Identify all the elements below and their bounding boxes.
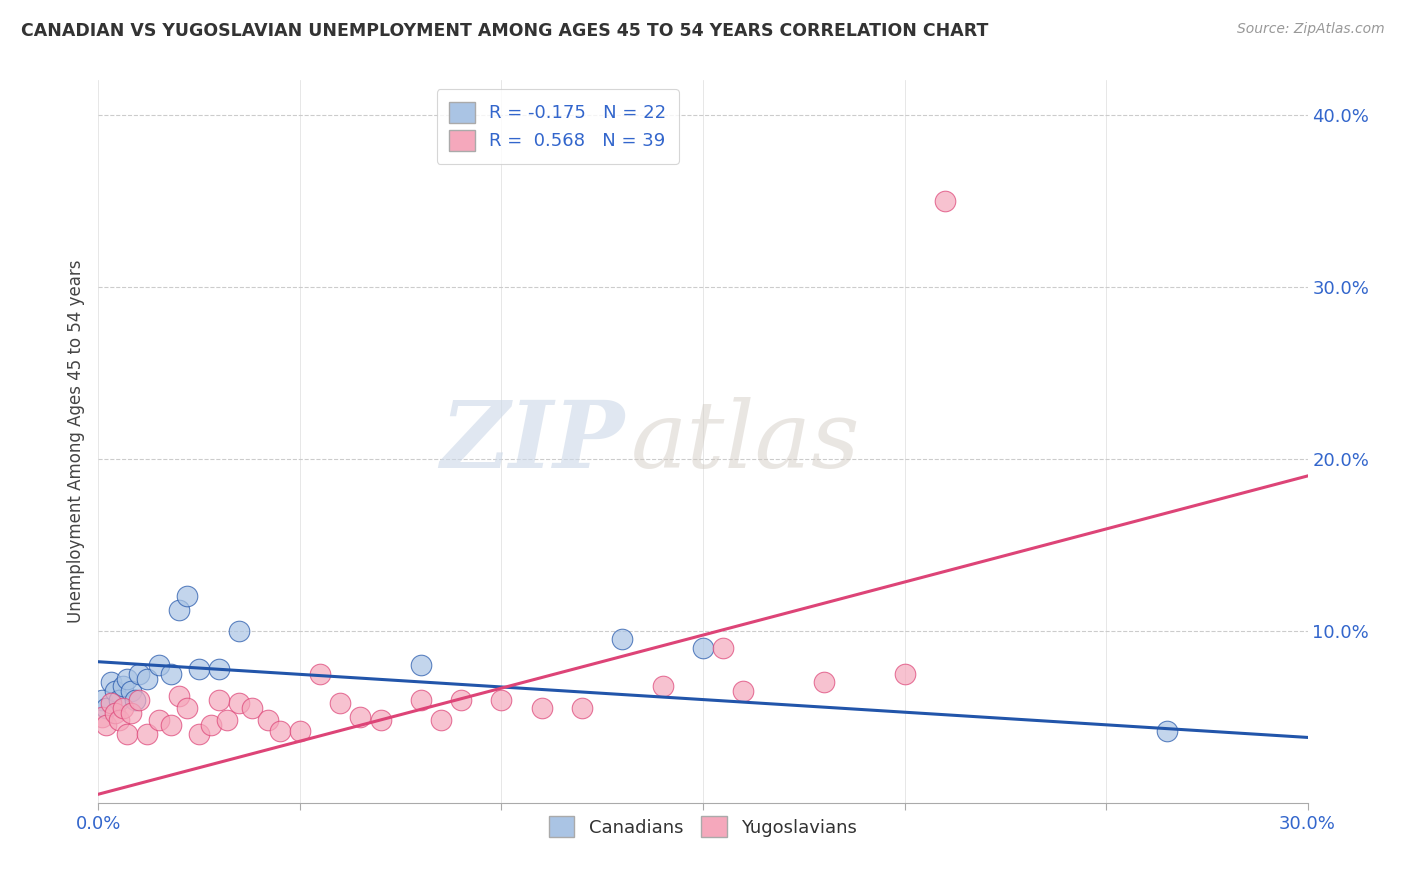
Point [135, 672, 157, 686]
Point [91, 710, 114, 724]
Point [167, 603, 190, 617]
Point [160, 666, 183, 681]
Point [111, 679, 134, 693]
Point [176, 590, 198, 604]
Point [148, 658, 170, 673]
Point [1156, 723, 1178, 738]
Point [111, 701, 134, 715]
Point [240, 701, 263, 715]
Point [208, 692, 231, 706]
Point [200, 718, 222, 732]
Point [100, 675, 122, 690]
Point [96, 718, 118, 732]
Point [370, 713, 392, 727]
Point [160, 718, 183, 732]
Point [135, 727, 157, 741]
Point [893, 666, 915, 681]
Text: Source: ZipAtlas.com: Source: ZipAtlas.com [1237, 22, 1385, 37]
Text: atlas: atlas [630, 397, 860, 486]
Point [228, 624, 250, 638]
Y-axis label: Unemployment Among Ages 45 to 54 years: Unemployment Among Ages 45 to 54 years [66, 260, 84, 624]
Point [733, 684, 755, 698]
Point [692, 640, 714, 655]
Point [107, 692, 129, 706]
Point [288, 723, 311, 738]
Point [934, 194, 956, 208]
Point [409, 658, 432, 673]
Point [409, 692, 432, 706]
Point [188, 662, 211, 676]
Point [329, 696, 352, 710]
Point [148, 713, 170, 727]
Text: ZIP: ZIP [440, 397, 624, 486]
Point [120, 684, 142, 698]
Point [530, 701, 553, 715]
Point [96, 701, 118, 715]
Point [124, 692, 146, 706]
Point [651, 679, 673, 693]
Point [309, 666, 332, 681]
Point [103, 684, 125, 698]
Point [269, 723, 291, 738]
Point [107, 713, 129, 727]
Text: CANADIAN VS YUGOSLAVIAN UNEMPLOYMENT AMONG AGES 45 TO 54 YEARS CORRELATION CHART: CANADIAN VS YUGOSLAVIAN UNEMPLOYMENT AMO… [21, 22, 988, 40]
Point [120, 706, 142, 721]
Point [228, 696, 250, 710]
Legend: Canadians, Yugoslavians: Canadians, Yugoslavians [541, 809, 865, 845]
Point [91, 692, 114, 706]
Point [167, 689, 190, 703]
Point [430, 713, 453, 727]
Point [349, 710, 371, 724]
Point [256, 713, 278, 727]
Point [128, 692, 150, 706]
Point [115, 672, 138, 686]
Point [217, 713, 239, 727]
Point [491, 692, 513, 706]
Point [176, 701, 198, 715]
Point [100, 696, 122, 710]
Point [711, 640, 734, 655]
Point [571, 701, 593, 715]
Point [612, 632, 634, 647]
Point [103, 706, 125, 721]
Point [115, 727, 138, 741]
Point [188, 727, 211, 741]
Point [128, 666, 150, 681]
Point [208, 662, 231, 676]
Point [450, 692, 472, 706]
Point [813, 675, 835, 690]
